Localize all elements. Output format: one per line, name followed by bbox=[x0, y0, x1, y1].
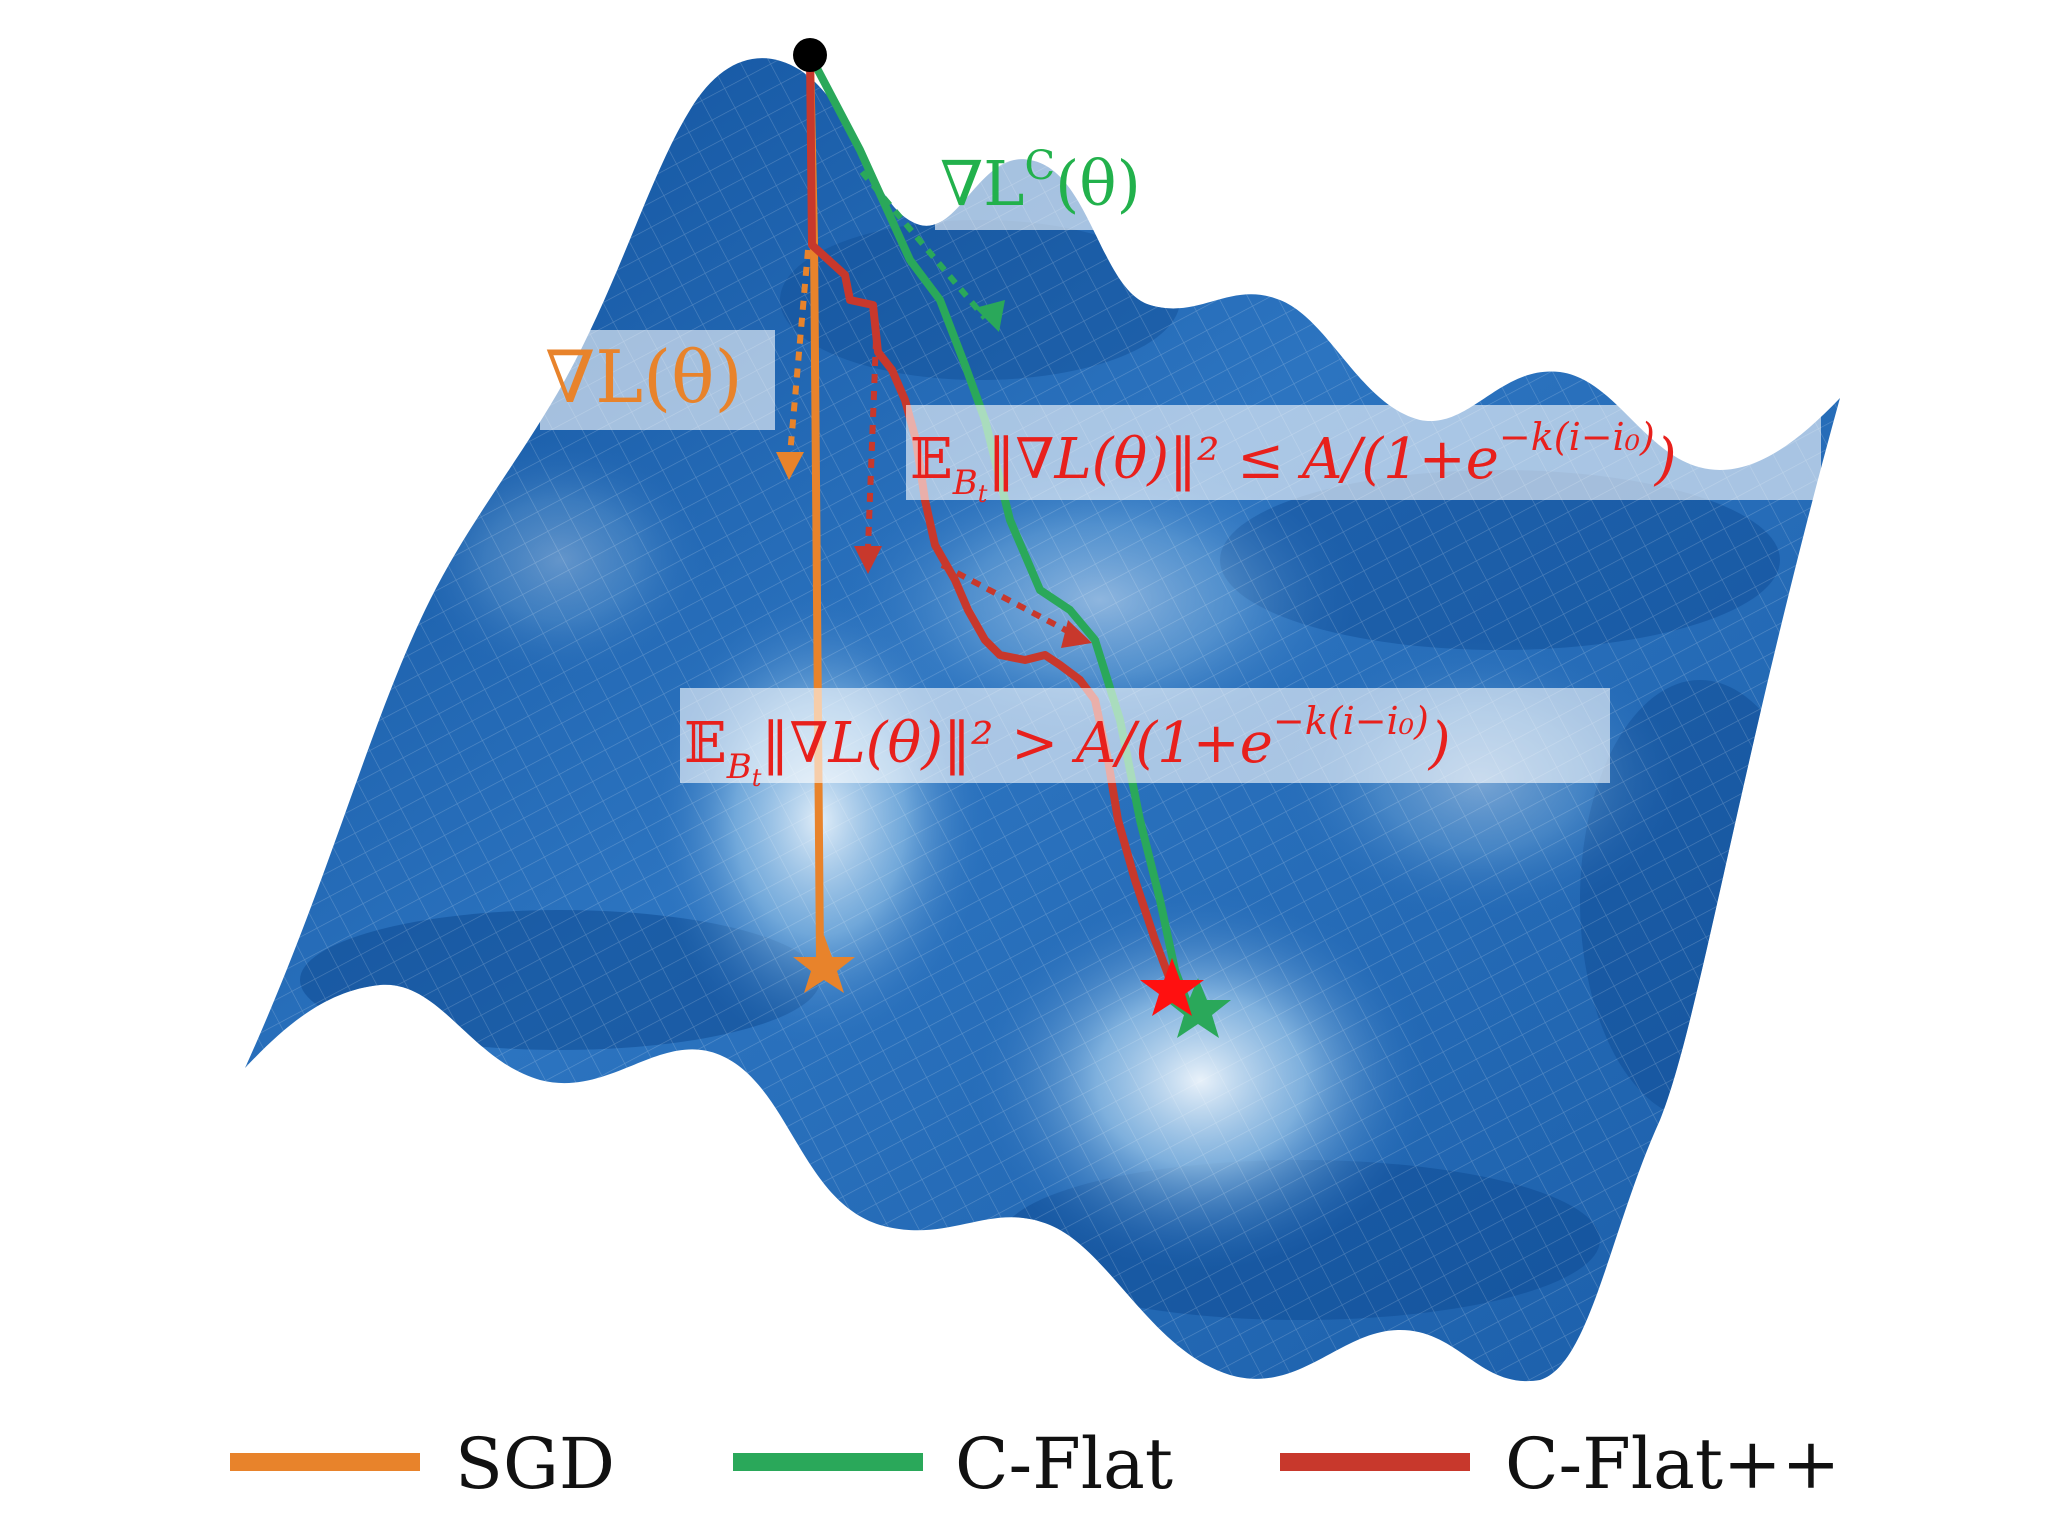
label-box-cflat-grad bbox=[935, 140, 1147, 230]
label-cflat-gradient: ∇LC(θ) bbox=[940, 143, 1141, 220]
label-sgd-gradient: ∇L(θ) bbox=[545, 335, 743, 419]
arrow-head-sgd bbox=[776, 452, 804, 480]
star-icon bbox=[1165, 978, 1231, 1038]
legend-label-cflatpp: C-Flat++ bbox=[1505, 1423, 1840, 1505]
arrow-head-cflatpp-2 bbox=[1061, 620, 1092, 648]
arrow-head-cflat bbox=[975, 300, 1005, 332]
arrow-sgd-gradient bbox=[787, 249, 811, 456]
star-icon bbox=[1140, 958, 1204, 1016]
label-box-sgd-grad bbox=[540, 330, 775, 430]
legend: SGD C-Flat C-Flat++ bbox=[230, 1423, 1840, 1505]
trajectory-cflat bbox=[806, 51, 1194, 1014]
start-point-icon bbox=[793, 38, 827, 72]
label-box-cond-gt bbox=[680, 688, 1610, 783]
star-icon bbox=[793, 935, 855, 993]
label-condition-le: 𝔼Bt‖∇L(θ)‖² ≤ A/(1+e−k(i−i₀)) bbox=[910, 415, 1677, 508]
arrow-cflatpp-gradient-2 bbox=[940, 562, 1077, 638]
arrow-heads bbox=[776, 300, 1092, 648]
label-condition-gt: 𝔼Bt‖∇L(θ)‖² > A/(1+e−k(i−i₀)) bbox=[684, 699, 1451, 792]
label-box-cond-le bbox=[906, 405, 1821, 500]
legend-label-sgd: SGD bbox=[455, 1423, 615, 1505]
gradient-arrows bbox=[787, 170, 1077, 638]
arrow-cflatpp-gradient-1 bbox=[865, 339, 879, 549]
legend-label-cflat: C-Flat bbox=[955, 1423, 1173, 1505]
arrow-head-cflatpp-1 bbox=[854, 546, 882, 574]
arrow-cflat-gradient bbox=[859, 170, 988, 320]
